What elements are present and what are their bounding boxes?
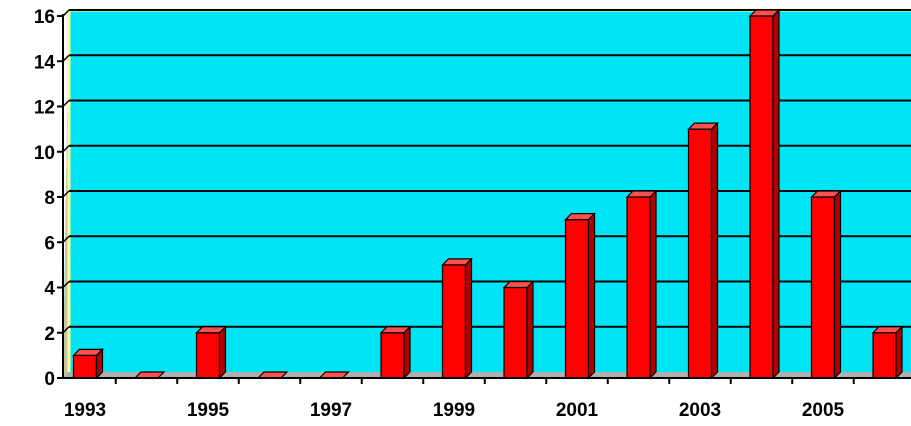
bar-side (526, 280, 534, 380)
y-tick-label: 14 (34, 52, 56, 73)
bar-side (403, 325, 411, 380)
axes (57, 14, 911, 384)
x-tick-label: 1993 (64, 400, 106, 421)
bar-side (833, 189, 842, 380)
bar-2000 (502, 280, 535, 380)
y-tick-label: 6 (44, 233, 55, 254)
y-tick-label: 16 (34, 7, 55, 28)
bar-front (687, 128, 713, 379)
x-tick-label: 2001 (556, 400, 599, 421)
bar-side (772, 8, 780, 380)
bar-side (587, 212, 596, 380)
bar-front (872, 332, 897, 379)
bar-2004 (748, 8, 781, 380)
y-tick-label: 0 (44, 369, 55, 390)
y-tick-label: 4 (44, 279, 55, 300)
bar-1998 (379, 325, 412, 380)
plot-wall (63, 8, 911, 378)
bar-2006 (871, 325, 904, 380)
bar-side (710, 121, 719, 380)
y-tick-label: 8 (44, 188, 55, 209)
bar-2005 (810, 189, 842, 380)
bar-side (95, 347, 104, 380)
bar-side (895, 325, 903, 380)
bar-side (464, 257, 473, 380)
bar-2002 (625, 189, 658, 380)
bar-front (810, 196, 836, 379)
x-tick-label: 1997 (310, 400, 352, 421)
y-tick-labels: 0 2 4 6 8 10 12 14 16 (34, 7, 56, 390)
y-tick-label: 12 (34, 98, 55, 119)
bar-2003 (687, 121, 719, 380)
bar-side (649, 189, 657, 380)
bar-front (441, 264, 467, 379)
plot-background (63, 10, 911, 378)
bar-1993 (72, 347, 104, 380)
bar-front (72, 354, 98, 379)
bar-1999 (441, 257, 473, 380)
x-tick-label: 2003 (679, 400, 721, 421)
bar-front (503, 286, 528, 379)
y-tick-label: 10 (34, 143, 55, 164)
x-tick-labels: 1993 1995 1997 1999 2001 2003 2005 (64, 400, 845, 421)
bar-1995 (195, 325, 227, 380)
bar-front (195, 332, 221, 379)
y-tick-label: 2 (44, 324, 55, 345)
x-tick-label: 2005 (802, 400, 845, 421)
bar-side (218, 325, 227, 380)
bar-2001 (564, 212, 596, 380)
bar-front (380, 332, 405, 379)
x-tick-label: 1999 (433, 400, 475, 421)
bars (72, 8, 904, 380)
bar-front (749, 15, 774, 379)
bar-front (564, 219, 590, 379)
x-tick-label: 1995 (187, 400, 230, 421)
bar-front (626, 196, 651, 379)
